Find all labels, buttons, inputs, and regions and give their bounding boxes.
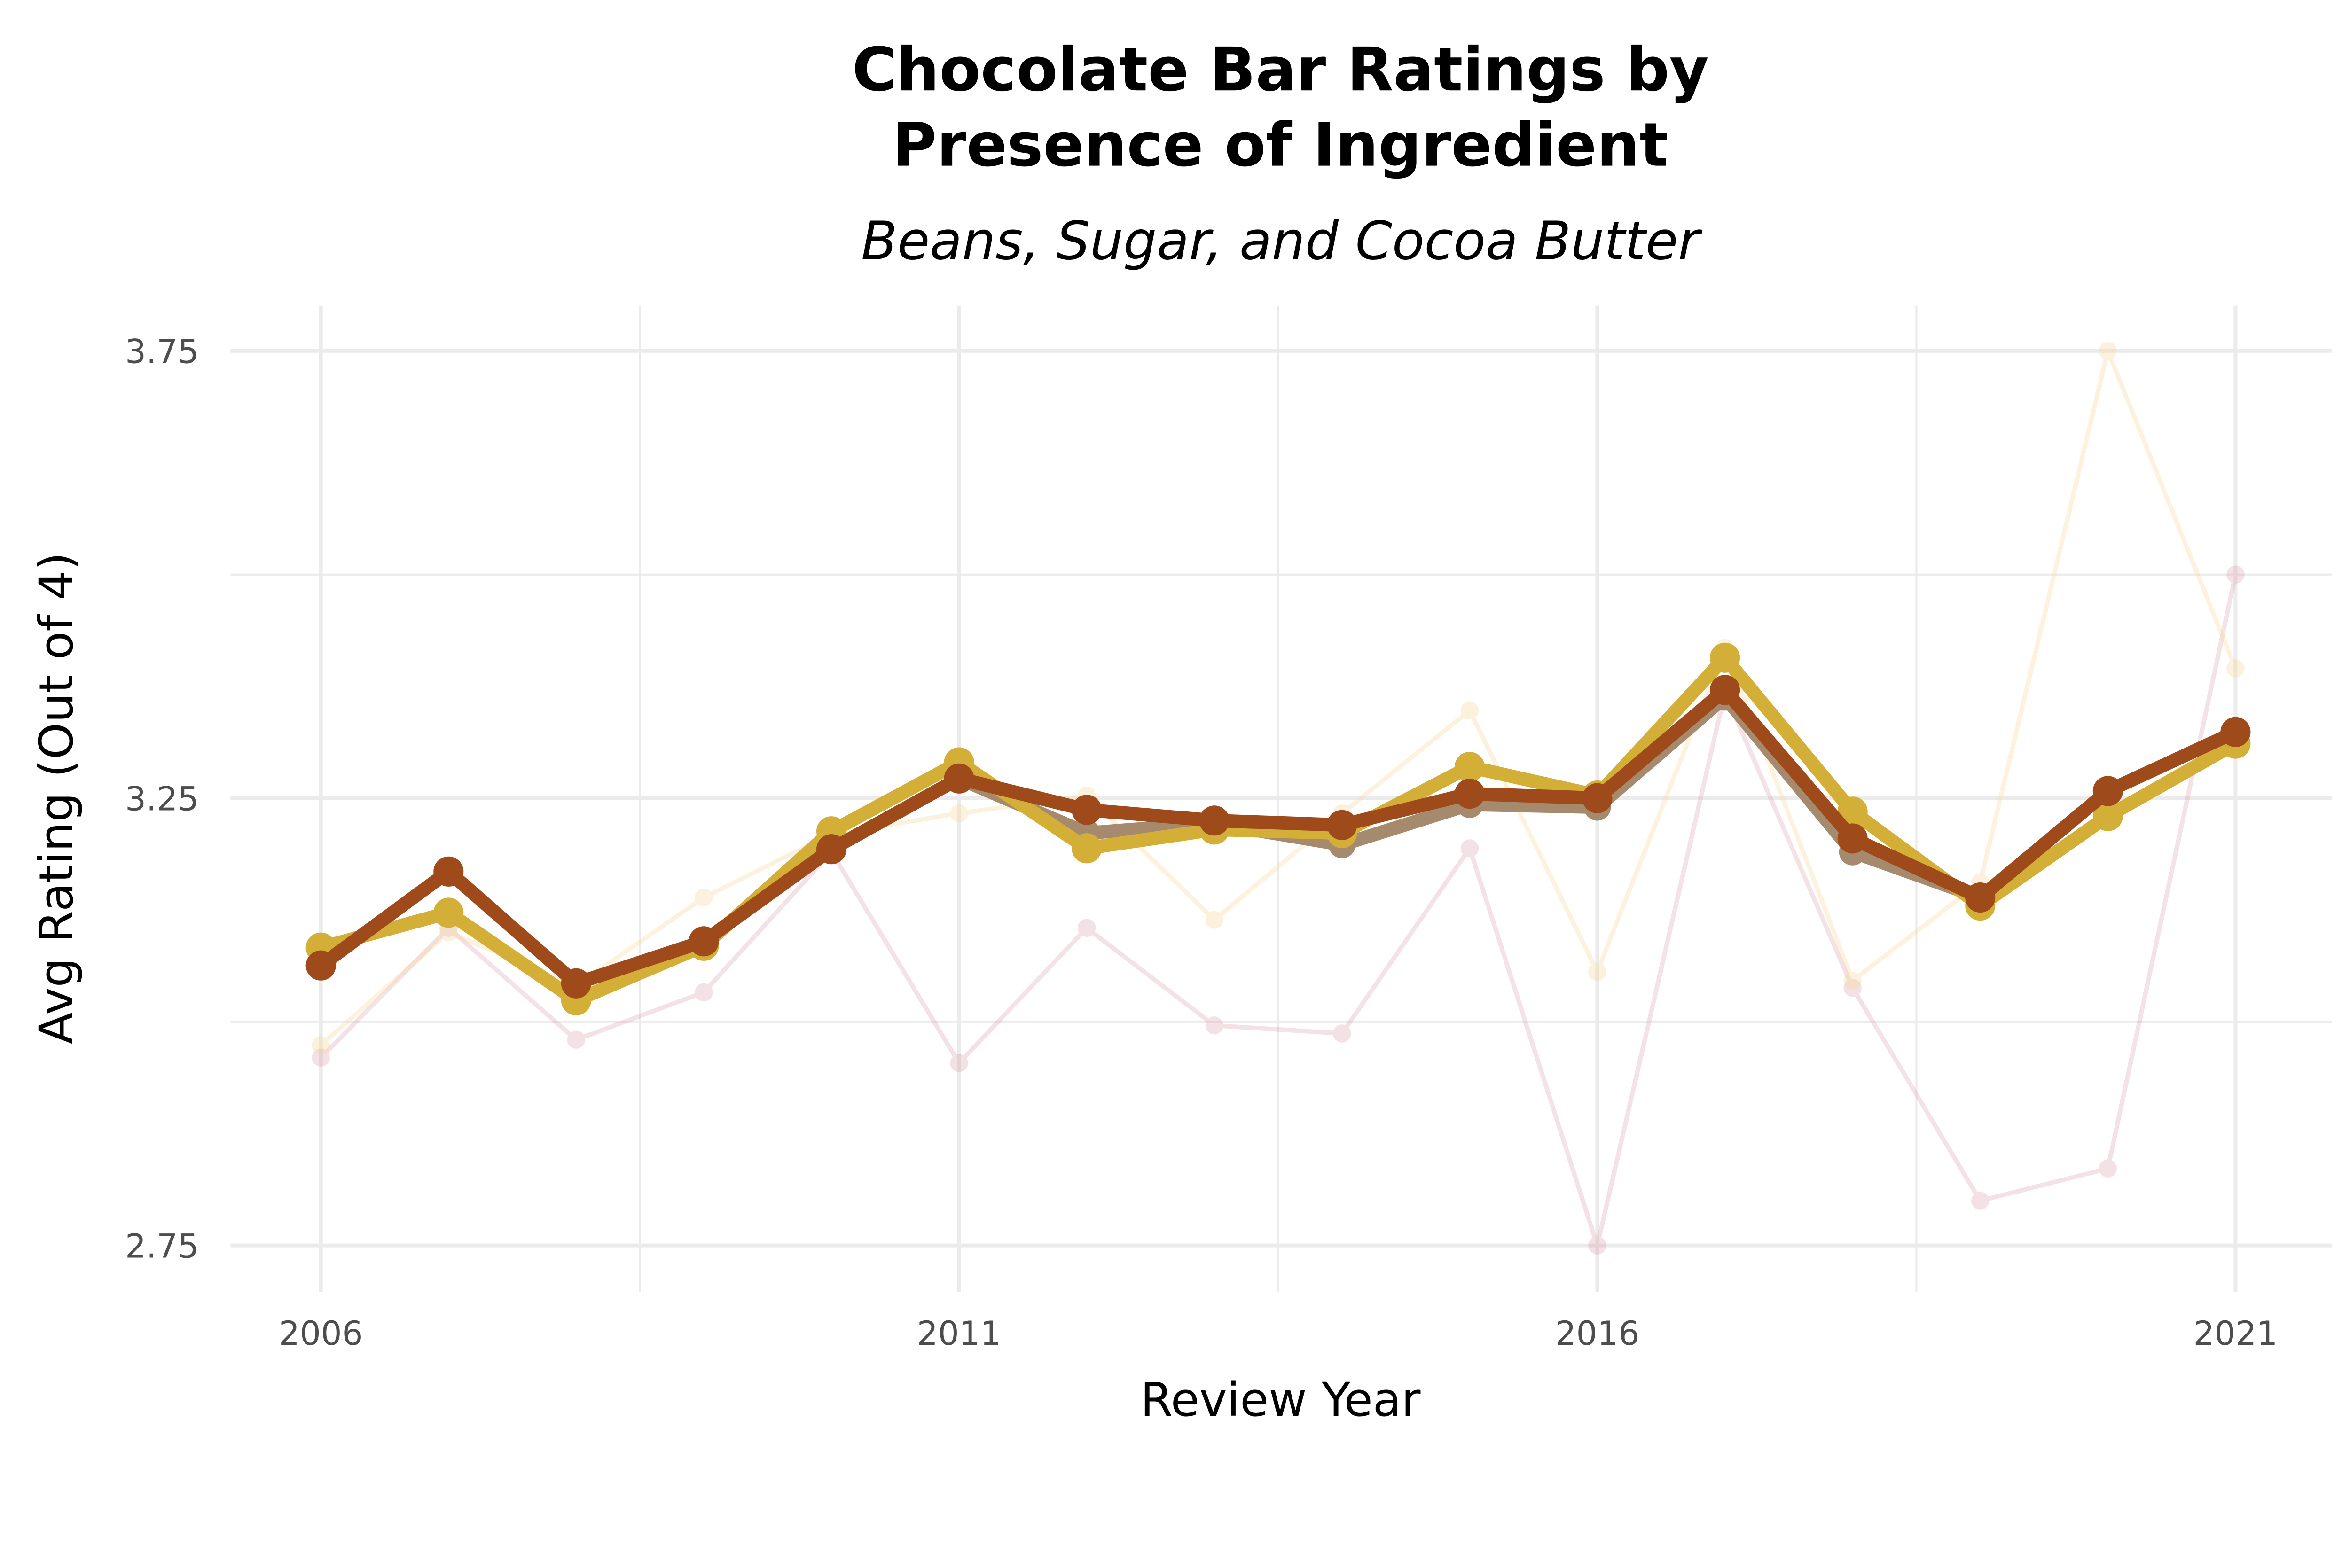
data-point (2226, 659, 2245, 678)
y-axis-label: Avg Rating (Out of 4) (30, 552, 84, 1044)
data-point (1710, 675, 1740, 705)
data-point (1199, 805, 1230, 836)
data-point (695, 888, 713, 907)
x-axis-label: Review Year (1140, 1373, 1421, 1427)
chart-subtitle: Beans, Sugar, and Cocoa Butter (861, 211, 1702, 272)
data-point (312, 1048, 330, 1067)
data-point (1460, 839, 1479, 858)
data-point (950, 1054, 968, 1072)
data-point (1588, 1236, 1606, 1255)
series-4 (306, 675, 2251, 999)
data-point (1454, 752, 1485, 782)
data-point (1333, 1024, 1351, 1043)
x-tick-label: 2021 (2193, 1314, 2278, 1353)
data-point (1077, 919, 1096, 937)
data-point (1843, 979, 1862, 997)
x-tick-label: 2016 (1555, 1314, 1639, 1353)
series-0 (312, 565, 2245, 1255)
data-point (2099, 1159, 2117, 1178)
y-tick-label: 2.75 (125, 1227, 199, 1265)
data-point (950, 804, 968, 823)
data-point (439, 923, 458, 942)
data-point (816, 834, 847, 865)
data-point (1454, 779, 1485, 809)
y-tick-label: 3.75 (125, 332, 199, 371)
data-point (1205, 911, 1223, 929)
data-point (312, 1036, 330, 1054)
line-chart: 2006 2011 2016 2021 2.75 3.25 3.75 Chocolate B… (30, 35, 2332, 1427)
data-point (1072, 795, 1102, 825)
data-point (2220, 717, 2251, 747)
data-point (944, 763, 974, 794)
x-tick-label: 2011 (917, 1314, 1001, 1353)
series-group (306, 342, 2251, 1255)
data-point (1843, 971, 1862, 990)
chart-title-line2: Presence of Ingredient (893, 110, 1668, 180)
data-point (433, 856, 464, 887)
data-point (567, 1030, 586, 1049)
series-line (319, 574, 2238, 1248)
tick-labels: 2006 2011 2016 2021 2.75 3.25 3.75 (125, 332, 2278, 1353)
data-point (2092, 801, 2123, 831)
data-point (1710, 642, 1740, 673)
data-point (306, 950, 336, 981)
data-point (2099, 342, 2117, 360)
grid (230, 305, 2332, 1292)
series-line (319, 651, 2239, 1007)
data-point (1965, 882, 1996, 913)
data-point (1837, 823, 1868, 854)
data-point (433, 897, 464, 928)
x-tick-label: 2006 (279, 1314, 363, 1353)
chart-title-line1: Chocolate Bar Ratings by (852, 35, 1708, 105)
data-point (1460, 701, 1479, 720)
data-point (1205, 1016, 1223, 1035)
series-line (319, 348, 2238, 1047)
data-point (695, 983, 713, 1002)
data-point (1072, 833, 1102, 864)
data-point (1588, 962, 1606, 981)
data-point (1971, 1192, 1990, 1210)
data-point (1327, 810, 1357, 840)
y-tick-label: 3.25 (125, 780, 199, 818)
data-point (1582, 783, 1613, 813)
data-point (689, 926, 719, 957)
data-point (561, 968, 591, 999)
data-point (2092, 776, 2123, 806)
data-point (1837, 796, 1868, 827)
series-line (317, 683, 2239, 991)
data-point (2226, 565, 2245, 584)
